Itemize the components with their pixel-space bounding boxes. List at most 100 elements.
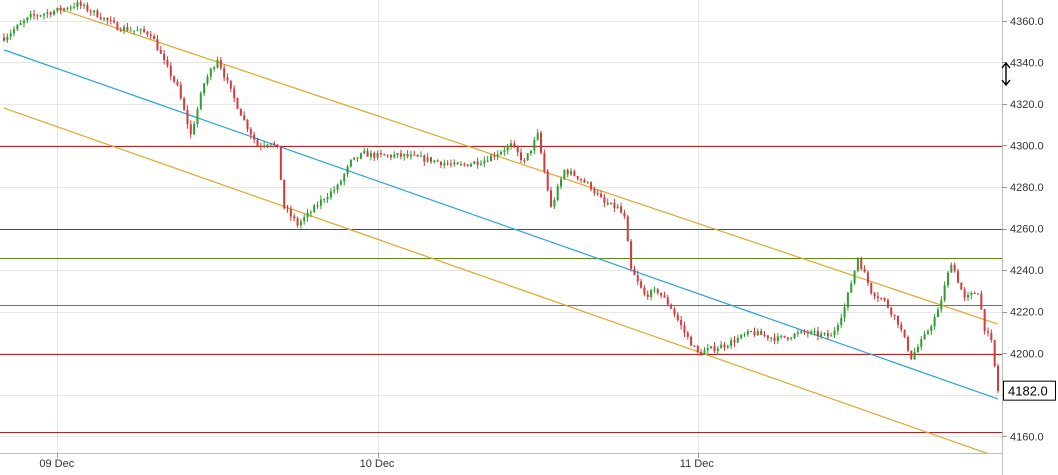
candle-body	[570, 171, 573, 175]
trend-channel[interactable]	[3, 7, 999, 458]
candle-body	[76, 1, 79, 7]
candle-body	[583, 179, 586, 183]
candle-body	[710, 346, 713, 349]
candle-body	[476, 161, 479, 165]
candle-body	[876, 296, 879, 299]
candle-body	[396, 153, 399, 156]
candle-body	[953, 264, 956, 272]
candle-body	[443, 163, 446, 166]
candle-body	[229, 80, 232, 89]
candle-body	[266, 144, 269, 146]
candle-body	[840, 317, 843, 325]
candle-body	[429, 157, 432, 162]
candle-body	[196, 109, 199, 124]
axis-overlay: 4182.0	[1001, 61, 1056, 401]
candle-body	[830, 335, 833, 337]
candle-body	[506, 146, 509, 151]
candle-body	[893, 314, 896, 316]
y-tick-label: 4160.0	[1010, 431, 1044, 443]
candle-body	[910, 350, 913, 360]
candle-body	[239, 108, 242, 116]
candle-body	[600, 193, 603, 198]
candle-body	[633, 268, 636, 276]
candle-body	[299, 221, 302, 226]
candle-body	[29, 13, 32, 18]
candle-body	[863, 269, 866, 273]
candle-body	[456, 162, 459, 165]
candle-body	[253, 134, 256, 140]
candle-body	[750, 331, 753, 333]
candle-body	[623, 212, 626, 217]
y-tick-label: 4340.0	[1010, 57, 1044, 69]
horizontal-levels[interactable]	[0, 146, 1002, 433]
candle-body	[19, 23, 22, 26]
candle-body	[166, 59, 169, 66]
candle-body	[323, 199, 326, 201]
candle-body	[436, 160, 439, 162]
candle-body	[973, 292, 976, 294]
candle-body	[720, 344, 723, 349]
y-tick-label: 4300.0	[1010, 140, 1044, 152]
candle-body	[630, 241, 633, 269]
candle-body	[903, 329, 906, 338]
candle-body	[129, 30, 132, 32]
candle-body	[620, 206, 623, 213]
candle-body	[246, 119, 249, 130]
candle-body	[870, 282, 873, 294]
candle-body	[936, 309, 939, 318]
candle-body	[540, 132, 543, 153]
candle-body	[730, 340, 733, 346]
candle-body	[573, 171, 576, 177]
candle-body	[997, 366, 999, 391]
candle-body	[303, 217, 306, 222]
candle-body	[46, 12, 49, 14]
candle-body	[186, 109, 189, 125]
candle-body	[993, 340, 996, 367]
candle-body	[933, 317, 936, 327]
candle-body	[820, 333, 823, 337]
candle-body	[449, 163, 452, 165]
candle-body	[556, 186, 559, 200]
x-axis-panel	[0, 453, 1002, 475]
candle-body	[399, 153, 402, 157]
candle-body	[866, 272, 869, 283]
candle-body	[453, 162, 456, 164]
candle-body	[613, 202, 616, 208]
candle-body	[136, 30, 139, 32]
candle-body	[786, 337, 789, 339]
candle-body	[269, 143, 272, 145]
candle-body	[149, 34, 152, 37]
candle-body	[416, 154, 419, 157]
candle-body	[116, 22, 119, 31]
candle-body	[223, 68, 226, 78]
candle-body	[73, 6, 76, 8]
candle-body	[193, 123, 196, 135]
candle-body	[56, 7, 59, 12]
candle-body	[26, 17, 29, 21]
candle-body	[916, 346, 919, 353]
candle-body	[860, 258, 863, 270]
candle-body	[446, 163, 449, 165]
candle-body	[6, 36, 9, 41]
candle-body	[249, 129, 252, 135]
candle-body	[536, 132, 539, 140]
candle-body	[523, 160, 526, 162]
candle-body	[530, 150, 533, 154]
candle-body	[516, 146, 519, 153]
candle-body	[743, 334, 746, 336]
candle-body	[306, 212, 309, 218]
candle-body	[740, 334, 743, 338]
candle-body	[813, 331, 816, 333]
y-tick-label: 4320.0	[1010, 99, 1044, 111]
candle-body	[386, 155, 389, 157]
candle-body	[773, 337, 776, 341]
candle-body	[89, 10, 92, 13]
candle-body	[836, 324, 839, 331]
y-tick-label: 4260.0	[1010, 224, 1044, 236]
candle-body	[680, 319, 683, 326]
last-price-label: 4182.0	[1008, 384, 1048, 399]
candle-body	[283, 179, 286, 209]
candle-body	[653, 289, 656, 291]
candle-body	[826, 333, 829, 337]
